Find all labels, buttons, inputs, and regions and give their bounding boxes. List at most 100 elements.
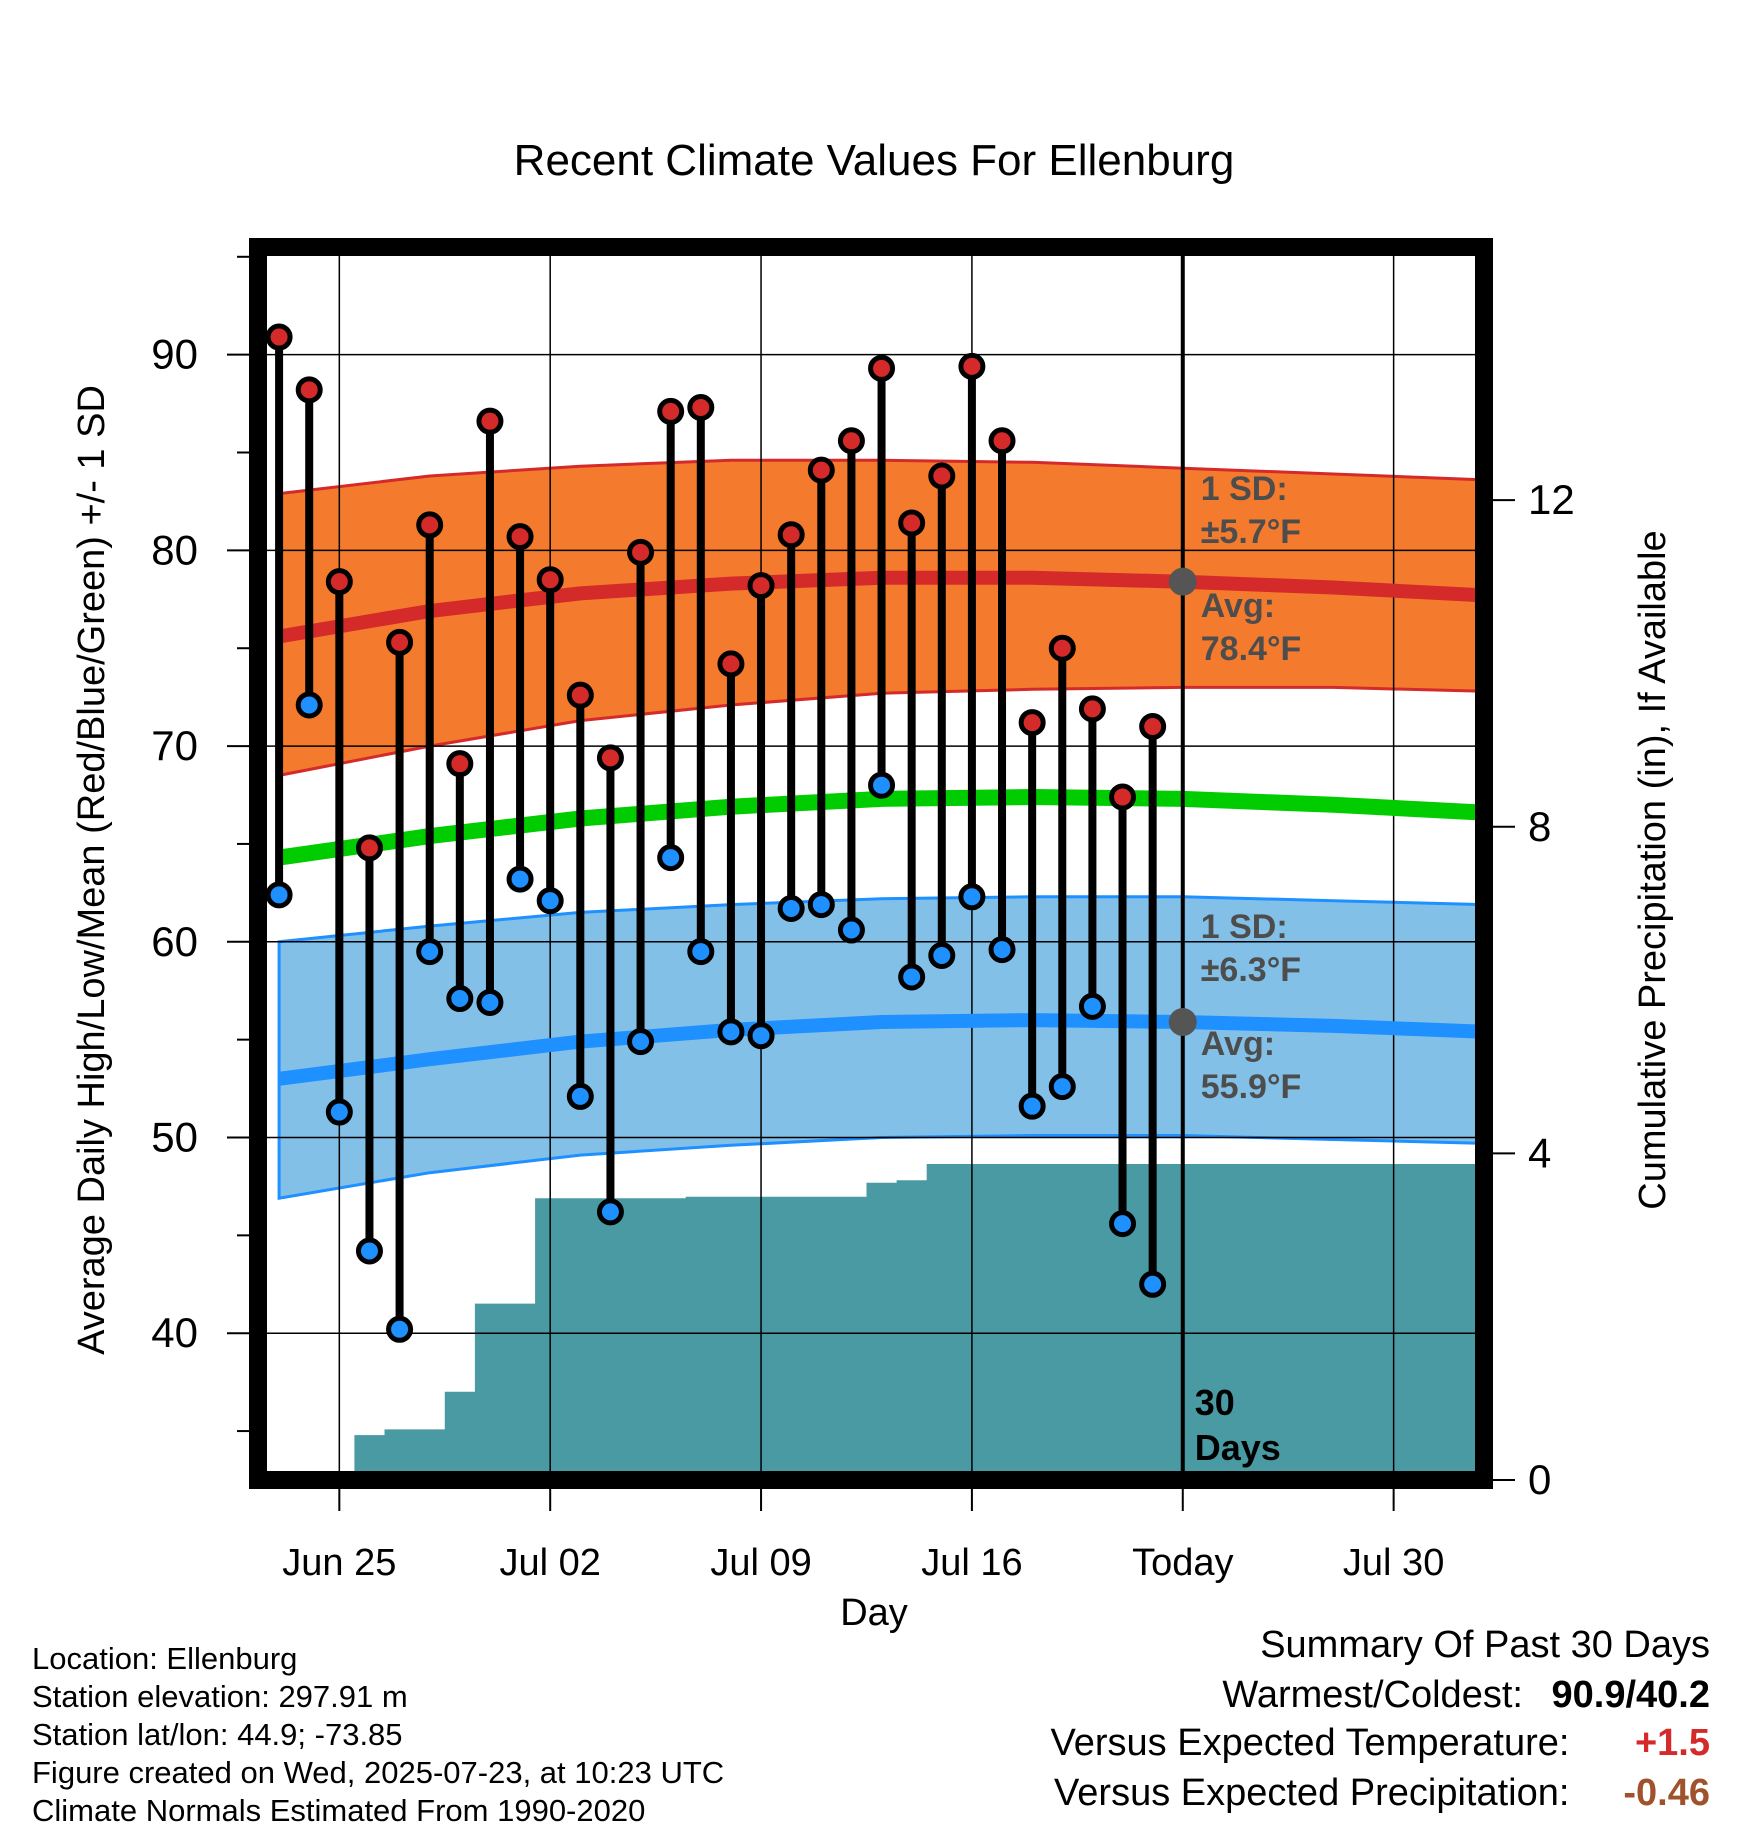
summary-precipitation: Versus Expected Precipitation: -0.46 bbox=[1054, 1772, 1710, 1815]
high-temp-dot bbox=[627, 538, 655, 566]
low-temp-dot bbox=[506, 865, 534, 893]
high-avg-value: 78.4°F bbox=[1201, 630, 1302, 668]
y2-tick-label: 0 bbox=[1528, 1456, 1551, 1503]
low-temp-dot bbox=[1139, 1270, 1167, 1298]
y-tick-label: 50 bbox=[151, 1114, 198, 1161]
low-temp-dot bbox=[777, 895, 805, 923]
low-temp-dot bbox=[265, 881, 293, 909]
low-avg-value: 55.9°F bbox=[1201, 1068, 1302, 1106]
y2-tick-label: 8 bbox=[1528, 803, 1551, 850]
low-normal-line bbox=[278, 1013, 1484, 1086]
high-temp-dot bbox=[1109, 783, 1137, 811]
y-tick-label: 90 bbox=[151, 331, 198, 378]
low-temp-dot bbox=[717, 1018, 745, 1046]
high-temp-dot bbox=[325, 568, 353, 596]
low-temp-dot bbox=[928, 941, 956, 969]
low-temp-dot bbox=[355, 1237, 383, 1265]
high-temp-dot bbox=[476, 407, 504, 435]
high-temp-dot bbox=[416, 511, 444, 539]
high-temp-dot bbox=[295, 376, 323, 404]
y2-tick-label: 12 bbox=[1528, 476, 1575, 523]
low-avg-marker bbox=[1168, 1008, 1197, 1037]
chart-title: Recent Climate Values For Ellenburg bbox=[514, 136, 1235, 185]
y2-tick-label: 4 bbox=[1528, 1129, 1551, 1176]
temp-label: Versus Expected Temperature: bbox=[1050, 1722, 1570, 1764]
low-temp-dot bbox=[868, 771, 896, 799]
precip-area bbox=[258, 1164, 1484, 1480]
high-temp-dot bbox=[596, 744, 624, 772]
high-avg-marker bbox=[1168, 567, 1197, 596]
low-temp-dot bbox=[627, 1028, 655, 1056]
x-axis-label: Day bbox=[840, 1592, 908, 1634]
high-avg-label: Avg: bbox=[1201, 587, 1275, 625]
low-temp-dot bbox=[476, 988, 504, 1016]
warmest-label: Warmest/Coldest: bbox=[1222, 1674, 1523, 1716]
created-text: Figure created on Wed, 2025-07-23, at 10… bbox=[32, 1755, 725, 1790]
low-temp-dot bbox=[988, 936, 1016, 964]
normals-text: Climate Normals Estimated From 1990-2020 bbox=[32, 1793, 646, 1828]
climate-chart: Recent Climate Values For Ellenburg 1 SD… bbox=[71, 136, 1674, 1634]
today-days-word: Days bbox=[1195, 1427, 1281, 1468]
low-temp-dot bbox=[958, 883, 986, 911]
high-temp-dot bbox=[747, 572, 775, 600]
low-temp-dot bbox=[1109, 1210, 1137, 1238]
high-temp-dot bbox=[386, 628, 414, 656]
low-temp-dot bbox=[657, 844, 685, 872]
low-temp-dot bbox=[1048, 1073, 1076, 1101]
summary-title: Summary Of Past 30 Days bbox=[1260, 1624, 1710, 1666]
mean-normal-line bbox=[277, 788, 1484, 866]
low-temp-dot bbox=[807, 891, 835, 919]
low-temp-dot bbox=[295, 691, 323, 719]
low-temp-dot bbox=[536, 887, 564, 915]
plot-inner bbox=[258, 247, 1484, 1480]
low-temp-dot bbox=[687, 938, 715, 966]
low-avg-label: Avg: bbox=[1201, 1025, 1275, 1063]
high-temp-dot bbox=[807, 456, 835, 484]
high-temp-dot bbox=[868, 354, 896, 382]
x-tick-label: Today bbox=[1132, 1542, 1233, 1584]
high-temp-dot bbox=[265, 323, 293, 351]
high-temp-dot bbox=[928, 462, 956, 490]
plot-area: 1 SD: ±5.7°F Avg: 78.4°F 1 SD: ±6.3°F Avg: 55.9… bbox=[151, 238, 1575, 1584]
low-temp-dot bbox=[386, 1315, 414, 1343]
today-days-number: 30 bbox=[1195, 1382, 1235, 1423]
precip-value: -0.46 bbox=[1623, 1772, 1710, 1814]
x-tick-label: Jul 16 bbox=[921, 1542, 1022, 1584]
low-sd-value: ±6.3°F bbox=[1201, 951, 1301, 989]
low-temp-dot bbox=[446, 985, 474, 1013]
high-temp-dot bbox=[1078, 695, 1106, 723]
low-temp-dot bbox=[416, 938, 444, 966]
x-tick-label: Jun 25 bbox=[282, 1542, 396, 1584]
high-temp-dot bbox=[777, 521, 805, 549]
high-temp-dot bbox=[958, 352, 986, 380]
y2-axis-label: Cumulative Precipitation (in), If Availa… bbox=[1632, 530, 1674, 1209]
high-temp-dot bbox=[446, 750, 474, 778]
precip-label: Versus Expected Precipitation: bbox=[1054, 1772, 1570, 1814]
low-temp-dot bbox=[837, 916, 865, 944]
station-info: Location: Ellenburg Station elevation: 2… bbox=[32, 1640, 724, 1830]
low-temp-dot bbox=[747, 1022, 775, 1050]
low-temp-dot bbox=[898, 963, 926, 991]
latlon-text: Station lat/lon: 44.9; -73.85 bbox=[32, 1717, 403, 1752]
x-tick-label: Jul 30 bbox=[1343, 1542, 1444, 1584]
summary-temperature: Versus Expected Temperature: +1.5 bbox=[1051, 1722, 1710, 1765]
y-tick-label: 70 bbox=[151, 722, 198, 769]
high-temp-dot bbox=[687, 393, 715, 421]
low-sd-label: 1 SD: bbox=[1201, 908, 1288, 946]
high-temp-dot bbox=[988, 427, 1016, 455]
low-temp-dot bbox=[1078, 992, 1106, 1020]
high-sd-label: 1 SD: bbox=[1201, 470, 1288, 508]
x-tick-label: Jul 02 bbox=[499, 1542, 600, 1584]
low-temp-dot bbox=[1018, 1092, 1046, 1120]
low-temp-dot bbox=[596, 1198, 624, 1226]
high-temp-dot bbox=[837, 427, 865, 455]
high-temp-dot bbox=[717, 650, 745, 678]
summary-warmest: Warmest/Coldest: 90.9/40.2 bbox=[1222, 1674, 1710, 1717]
temp-value: +1.5 bbox=[1634, 1722, 1710, 1764]
high-temp-dot bbox=[657, 397, 685, 425]
warmest-value: 90.9/40.2 bbox=[1551, 1674, 1710, 1716]
high-temp-dot bbox=[566, 681, 594, 709]
high-temp-dot bbox=[898, 509, 926, 537]
low-temp-dot bbox=[325, 1098, 353, 1126]
x-tick-label: Jul 09 bbox=[710, 1542, 811, 1584]
